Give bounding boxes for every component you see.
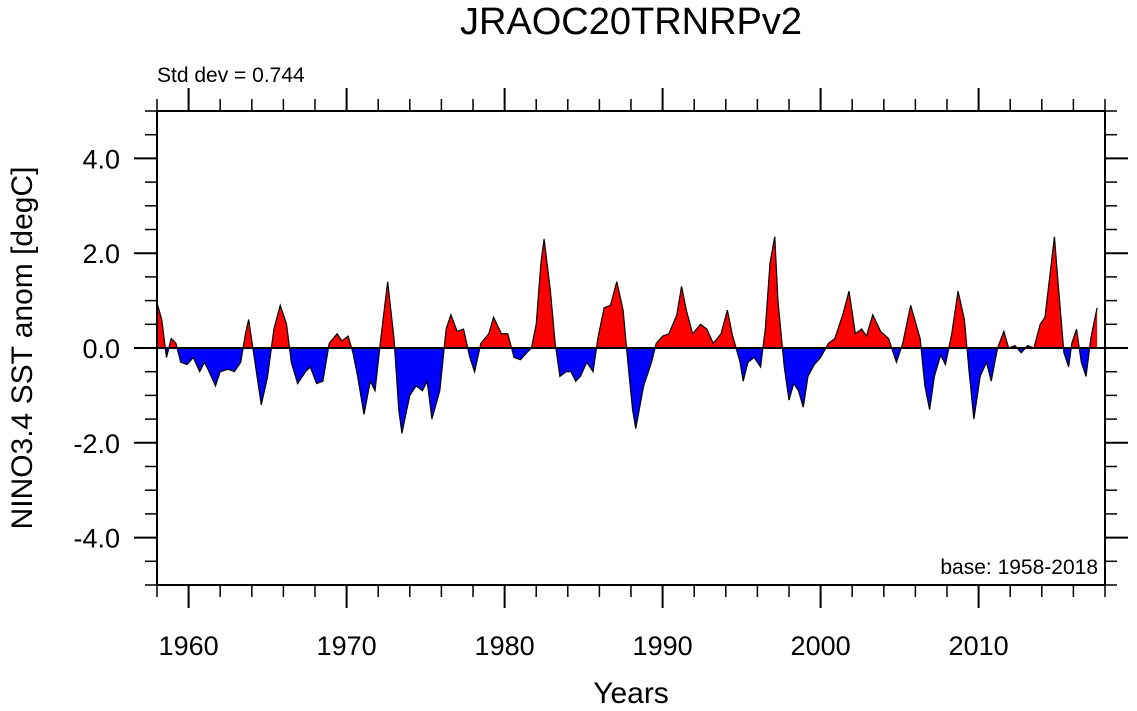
x-tick-label: 1980 [475,631,535,661]
positive-area [157,236,1098,348]
x-tick-label: 1970 [317,631,377,661]
x-tick-label: 2010 [949,631,1009,661]
x-tick-label: 2000 [791,631,851,661]
y-tick-label: 2.0 [82,239,120,269]
x-axis-label: Years [593,677,669,710]
x-tick-label: 1990 [633,631,693,661]
y-tick-label: -4.0 [73,524,120,554]
x-tick-label: 1960 [159,631,219,661]
y-tick-label: 4.0 [82,144,120,174]
std-dev-annotation: Std dev = 0.744 [157,64,305,87]
anomaly-line [156,236,1098,434]
chart-title: JRAOC20TRNRPv2 [460,1,802,43]
y-axis-label: NINO3.4 SST anom [degC] [6,167,39,530]
y-tick-label: 0.0 [82,334,120,364]
y-tick-label: -2.0 [73,429,120,459]
base-annotation: base: 1958-2018 [940,556,1098,579]
